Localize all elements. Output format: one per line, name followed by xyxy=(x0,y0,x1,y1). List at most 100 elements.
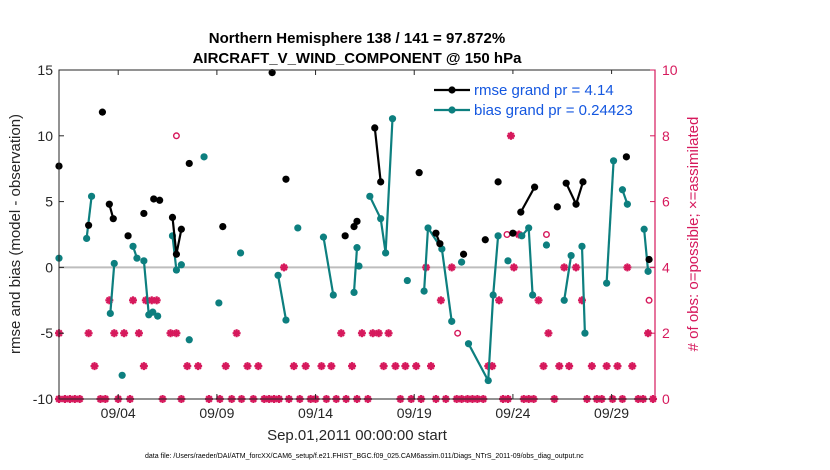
rmse-point xyxy=(371,124,378,131)
bias-point xyxy=(366,193,373,200)
bias-point xyxy=(404,277,411,284)
bias-point xyxy=(495,232,502,239)
bias-point xyxy=(274,272,281,279)
obs-assimilated-marker xyxy=(535,296,543,304)
bias-point xyxy=(610,157,617,164)
obs-assimilated-marker xyxy=(588,362,596,370)
obs-assimilated-marker xyxy=(391,362,399,370)
bias-point xyxy=(355,262,362,269)
x-axis-label: Sep.01,2011 00:00:00 start xyxy=(267,427,448,444)
bias-point xyxy=(578,243,585,250)
rmse-point xyxy=(416,169,423,176)
rmse-point xyxy=(150,195,157,202)
rmse-point xyxy=(579,178,586,185)
obs-assimilated-marker xyxy=(385,329,393,337)
obs-assimilated-marker xyxy=(603,362,611,370)
rmse-point xyxy=(482,236,489,243)
data-file-footnote: data file: /Users/raeder/DAI/ATM_forcXX/… xyxy=(145,453,584,460)
y-right-tick-label: 2 xyxy=(662,325,670,341)
bias-point xyxy=(525,224,532,231)
x-tick-label: 09/24 xyxy=(495,405,530,421)
bias-point xyxy=(465,340,472,347)
obs-assimilated-marker xyxy=(560,263,568,271)
bias-point xyxy=(458,259,465,266)
y-tick-label: 0 xyxy=(45,259,53,275)
obs-assimilated-marker xyxy=(129,296,137,304)
bias-point xyxy=(88,193,95,200)
obs-assimilated-marker xyxy=(375,329,383,337)
bias-point xyxy=(154,312,161,319)
bias-point xyxy=(518,232,525,239)
x-tick-label: 09/19 xyxy=(397,405,432,421)
obs-assimilated-marker xyxy=(412,362,420,370)
bias-point xyxy=(420,287,427,294)
bias-point xyxy=(624,201,631,208)
bias-point xyxy=(282,316,289,323)
bias-point xyxy=(382,249,389,256)
bias-point xyxy=(111,260,118,267)
rmse-point xyxy=(572,201,579,208)
bias-point xyxy=(485,377,492,384)
obs-assimilated-marker xyxy=(448,263,456,271)
bias-point xyxy=(644,268,651,275)
y-axis-right-label: # of obs: o=possible; ×=assimilated xyxy=(685,117,702,352)
obs-assimilated-marker xyxy=(280,263,288,271)
legend-bias-marker xyxy=(448,106,455,113)
obs-assimilated-marker xyxy=(135,329,143,337)
bias-point xyxy=(568,252,575,259)
obs-assimilated-marker xyxy=(172,329,180,337)
bias-point xyxy=(178,261,185,268)
bias-point xyxy=(641,226,648,233)
y-tick-label: 15 xyxy=(37,62,53,78)
y-axis-left-label: rmse and bias (model - observation) xyxy=(7,114,24,354)
bias-point xyxy=(173,266,180,273)
y-right-tick-label: 8 xyxy=(662,128,670,144)
obs-assimilated-marker xyxy=(510,263,518,271)
obs-assimilated-marker xyxy=(539,362,547,370)
rmse-point xyxy=(219,223,226,230)
bias-point xyxy=(619,186,626,193)
obs-assimilated-marker xyxy=(302,362,310,370)
x-tick-label: 09/14 xyxy=(298,405,333,421)
bias-point xyxy=(490,291,497,298)
rmse-point xyxy=(460,251,467,258)
bias-point xyxy=(350,289,357,296)
bias-point xyxy=(330,291,337,298)
legend-bias-label: bias grand pr = 0.24423 xyxy=(474,102,633,119)
bias-point xyxy=(603,280,610,287)
bias-point xyxy=(353,244,360,251)
chart-title: Northern Hemisphere 138 / 141 = 97.872% xyxy=(209,30,505,47)
chart-subtitle: AIRCRAFT_V_WIND_COMPONENT @ 150 hPa xyxy=(193,50,523,67)
obs-assimilated-marker xyxy=(317,362,325,370)
rmse-point xyxy=(645,256,652,263)
obs-assimilated-marker xyxy=(194,362,202,370)
obs-assimilated-marker xyxy=(437,296,445,304)
obs-assimilated-marker xyxy=(348,362,356,370)
rmse-point xyxy=(282,176,289,183)
rmse-point xyxy=(517,209,524,216)
obs-assimilated-marker xyxy=(254,362,262,370)
obs-assimilated-marker xyxy=(327,362,335,370)
bias-point xyxy=(389,115,396,122)
bias-point xyxy=(424,224,431,231)
rmse-point xyxy=(554,203,561,210)
rmse-point xyxy=(156,197,163,204)
rmse-point xyxy=(85,222,92,229)
x-tick-label: 09/29 xyxy=(594,405,629,421)
rmse-point xyxy=(169,214,176,221)
rmse-point xyxy=(436,240,443,247)
rmse-point xyxy=(106,201,113,208)
legend-rmse-label: rmse grand pr = 4.14 xyxy=(474,82,614,99)
rmse-point xyxy=(110,215,117,222)
y-right-tick-label: 6 xyxy=(662,194,670,210)
rmse-point xyxy=(563,180,570,187)
obs-assimilated-marker xyxy=(614,362,622,370)
obs-assimilated-marker xyxy=(555,362,563,370)
rmse-point xyxy=(186,160,193,167)
obs-assimilated-marker xyxy=(565,362,573,370)
obs-assimilated-marker xyxy=(120,329,128,337)
bias-point xyxy=(237,249,244,256)
rmse-point xyxy=(124,232,131,239)
legend: rmse grand pr = 4.14 bias grand pr = 0.2… xyxy=(430,74,651,122)
